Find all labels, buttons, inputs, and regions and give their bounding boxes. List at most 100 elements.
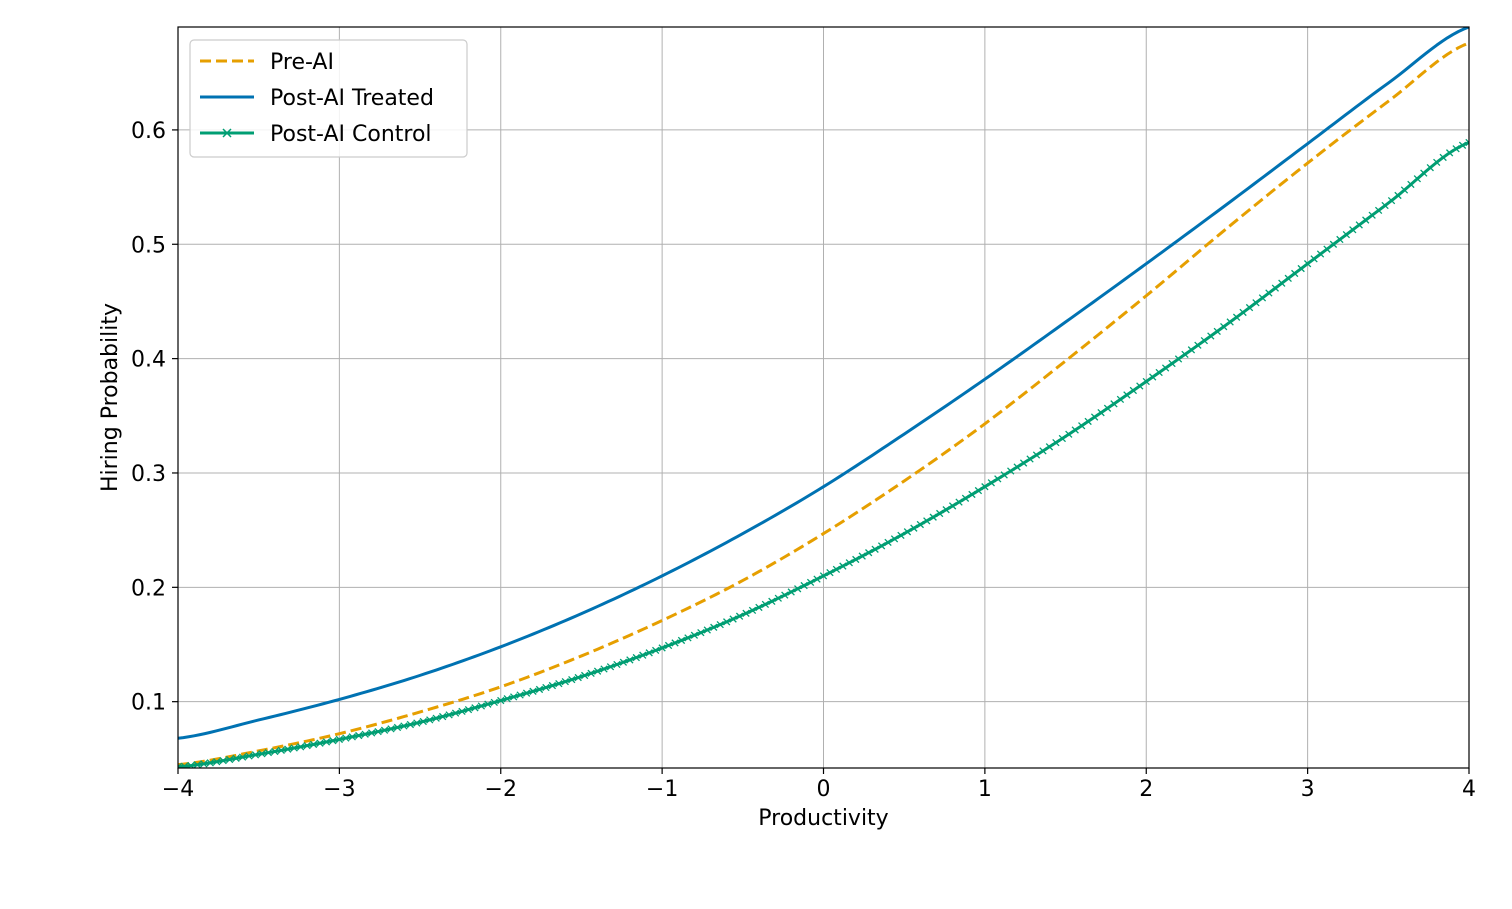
series-marker (1084, 417, 1092, 426)
series-marker (877, 542, 886, 550)
series-marker (316, 739, 324, 747)
series-marker (1433, 158, 1441, 167)
series-marker (910, 524, 918, 532)
series-marker (1420, 169, 1428, 177)
series-marker (581, 671, 589, 680)
series-marker (942, 506, 950, 514)
series-marker (600, 665, 608, 673)
series-marker (1336, 235, 1344, 244)
series-marker (826, 568, 834, 577)
series-marker (277, 746, 285, 755)
x-tick-label: 4 (1462, 777, 1476, 802)
series-marker (1155, 368, 1163, 377)
series-marker (884, 538, 892, 547)
series-marker (819, 572, 828, 580)
series-marker (1181, 350, 1189, 359)
series-marker (639, 651, 647, 659)
series-marker (1187, 346, 1196, 354)
legend-label: Post-AI Control (270, 122, 432, 147)
series-marker (645, 649, 653, 657)
series-marker (438, 712, 447, 721)
series-marker (774, 594, 782, 602)
series-marker (1400, 186, 1409, 194)
x-tick-label: 1 (978, 777, 992, 802)
series-marker (1355, 221, 1363, 229)
series-marker (845, 559, 853, 567)
series-marker (213, 758, 221, 766)
series-marker (1439, 153, 1447, 162)
series-marker (1129, 386, 1137, 395)
series-marker (1452, 145, 1460, 153)
series-marker (742, 609, 750, 617)
series-marker (178, 763, 182, 768)
series-marker (1278, 279, 1286, 287)
series-marker (322, 738, 331, 746)
series-marker (593, 667, 602, 675)
series-marker (936, 509, 944, 518)
series-marker (348, 733, 356, 741)
series-marker (264, 748, 273, 757)
series-marker (858, 552, 866, 560)
y-tick-label: 0.4 (131, 348, 166, 373)
series-marker (464, 705, 473, 714)
series-marker (755, 603, 763, 612)
series-marker (1000, 471, 1008, 479)
series-marker (587, 669, 595, 677)
series-marker (703, 626, 711, 634)
x-tick-label: 3 (1301, 777, 1315, 802)
series-marker (477, 702, 486, 710)
series-marker (671, 639, 679, 647)
series-marker (522, 689, 531, 697)
series-marker (1413, 175, 1422, 183)
series-marker (710, 623, 718, 631)
legend-marker (222, 128, 232, 138)
series-marker (1097, 409, 1105, 417)
series-marker (916, 520, 924, 529)
series-marker (497, 696, 505, 705)
series-marker (271, 747, 279, 756)
series-marker (832, 565, 841, 574)
series-marker (1265, 289, 1273, 297)
series-marker (309, 740, 318, 749)
series-marker (613, 660, 621, 669)
series-marker (1323, 245, 1331, 253)
series-marker (380, 726, 389, 734)
series-marker (400, 722, 408, 730)
series-marker (1458, 141, 1467, 149)
series-line-post-ai-treated (178, 27, 1469, 740)
series-marker (1090, 413, 1099, 421)
series-marker (852, 555, 860, 564)
series-marker (1310, 255, 1318, 263)
series-marker (1194, 341, 1202, 349)
series-marker (393, 723, 402, 732)
series-marker (1136, 382, 1144, 390)
series-marker (1019, 459, 1028, 467)
y-tick-label: 0.6 (131, 119, 166, 144)
series-marker (1045, 443, 1054, 451)
series-marker (200, 760, 208, 768)
y-tick-label: 0.2 (131, 576, 166, 601)
series-marker (568, 675, 576, 684)
series-marker (716, 620, 724, 629)
series-marker (690, 631, 699, 639)
series-marker (813, 575, 821, 583)
legend-label: Pre-AI (270, 50, 334, 75)
series-marker (555, 679, 563, 688)
series-marker (1052, 438, 1060, 447)
x-tick-label: −1 (646, 777, 678, 802)
series-marker (458, 707, 466, 716)
series-marker (1284, 274, 1292, 282)
series-marker (1058, 434, 1066, 443)
y-tick-label: 0.5 (131, 233, 166, 258)
series-marker (961, 494, 970, 502)
series-marker (1226, 318, 1234, 326)
series-marker (1103, 404, 1112, 412)
series-marker (1297, 264, 1305, 273)
series-marker (923, 517, 931, 525)
series-marker (445, 711, 453, 719)
series-marker (1303, 260, 1312, 268)
series-marker (1149, 373, 1157, 381)
series-marker (361, 730, 369, 738)
series-marker (387, 725, 395, 733)
